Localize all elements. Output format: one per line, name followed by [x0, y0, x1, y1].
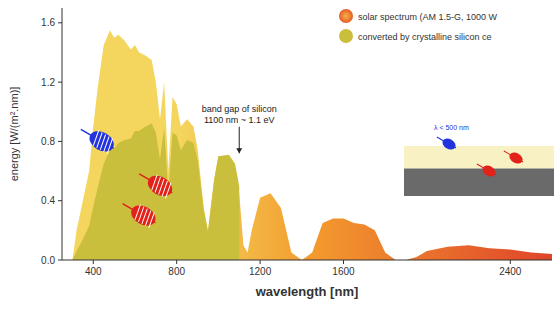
- photon-stripe: [146, 213, 157, 228]
- y-tick-label: 1.2: [41, 77, 55, 88]
- legend-swatch: [339, 9, 353, 23]
- x-tick: [510, 260, 511, 264]
- photon: [474, 160, 498, 180]
- photon-body: [507, 150, 524, 166]
- legend-swatch: [339, 29, 353, 43]
- x-tick-label: 1200: [249, 266, 272, 277]
- annotation: 1100 nm ~ 1.1 eV: [204, 115, 275, 125]
- x-tick-label: 400: [85, 266, 102, 277]
- photon: [135, 166, 177, 201]
- y-tick-label: 0.4: [41, 195, 55, 206]
- legend: solar spectrum (AM 1.5-G, 1000 W converte…: [339, 9, 498, 43]
- inset: [404, 146, 554, 196]
- photon-body: [128, 201, 160, 230]
- photon-body: [480, 163, 497, 179]
- x-tick: [260, 260, 261, 264]
- plot-area: [68, 30, 552, 260]
- y-axis-label: energy [W/(m².nm)]: [8, 87, 20, 182]
- photon: [434, 133, 458, 153]
- legend-label: solar spectrum (AM 1.5-G, 1000 W: [358, 12, 498, 22]
- x-tick-label: 1600: [332, 266, 355, 277]
- x-tick: [93, 260, 94, 264]
- inset-label: λ < 500 nm: [434, 124, 469, 131]
- photon: [118, 196, 160, 231]
- legend-label: converted by crystalline silicon ce: [358, 32, 492, 42]
- y-tick: [58, 82, 62, 83]
- x-axis-label: wavelength [nm]: [255, 284, 359, 299]
- y-tick: [58, 260, 62, 261]
- chart: 0.0 0.4 0.8 1.2 1.6 400 800 1200 1600 2400 wavelen…: [0, 0, 558, 323]
- y-axis-line: [62, 8, 63, 260]
- axes: 0.0 0.4 0.8 1.2 1.6 400 800 1200 1600 2400: [41, 8, 552, 277]
- area-solar: [68, 30, 552, 260]
- y-tick-label: 1.6: [41, 17, 55, 28]
- x-axis-line: [62, 260, 552, 261]
- photon-body: [144, 172, 176, 201]
- x-tick: [343, 260, 344, 264]
- y-tick: [58, 22, 62, 23]
- photon-body: [86, 127, 118, 156]
- photon: [76, 122, 118, 157]
- y-tick: [58, 141, 62, 142]
- inset-layer: [404, 169, 554, 197]
- photon-stripe: [105, 138, 116, 153]
- x-tick-label: 800: [168, 266, 185, 277]
- annotation: band gap of silicon: [202, 104, 277, 114]
- area-converted: [68, 124, 239, 260]
- photon-stripe: [163, 183, 174, 198]
- y-tick-label: 0.8: [41, 136, 55, 147]
- photon-body: [440, 136, 457, 152]
- photon: [501, 147, 525, 167]
- y-tick: [58, 200, 62, 201]
- annotation-arrowhead: [236, 148, 242, 153]
- y-tick-label: 0.0: [41, 255, 55, 266]
- x-tick-label: 2400: [499, 266, 522, 277]
- x-tick: [176, 260, 177, 264]
